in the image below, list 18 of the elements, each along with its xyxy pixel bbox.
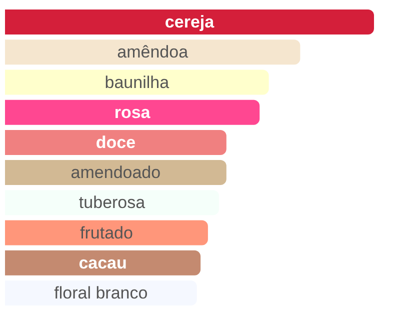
bar bbox=[5, 100, 260, 125]
bar bbox=[5, 130, 226, 155]
bar bbox=[5, 250, 201, 276]
y-tick-label: amêndoa bbox=[117, 42, 189, 62]
y-tick-label: doce bbox=[96, 132, 136, 152]
y-tick-label: cereja bbox=[164, 12, 215, 32]
bar bbox=[5, 10, 374, 35]
y-tick-label: cacau bbox=[78, 253, 127, 272]
bar bbox=[5, 70, 269, 95]
y-tick-label: floral branco bbox=[54, 283, 148, 302]
y-tick-label: frutado bbox=[80, 223, 133, 242]
y-tick-label: tuberosa bbox=[78, 193, 146, 212]
bar bbox=[5, 160, 226, 186]
bar bbox=[5, 40, 300, 65]
y-tick-label: rosa bbox=[114, 102, 151, 122]
y-tick-label: baunilha bbox=[104, 72, 170, 92]
bar bbox=[5, 220, 208, 246]
y-tick-label: amendoado bbox=[70, 163, 161, 182]
